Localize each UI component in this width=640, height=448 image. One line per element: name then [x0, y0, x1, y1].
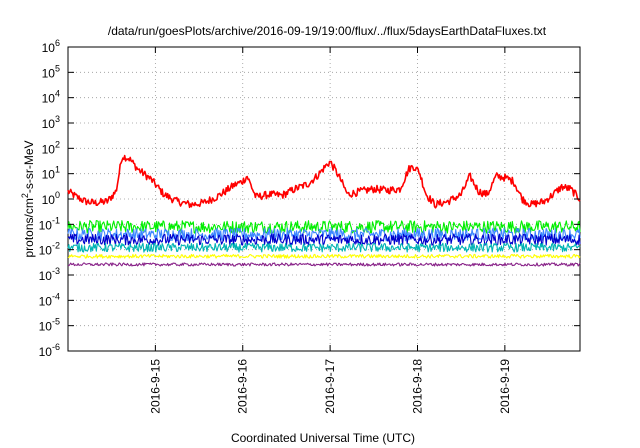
y-tick-label-base: 10 — [42, 66, 56, 80]
y-tick-label-exponent: -1 — [52, 215, 60, 225]
y-tick-label: 101 — [42, 165, 60, 182]
y-axis-label: protons/cm2-s-sr-MeV — [20, 140, 36, 257]
y-tick-label: 10-3 — [39, 266, 60, 283]
y-tick-label-base: 10 — [39, 345, 53, 359]
y-axis-label-base: protons/cm — [22, 198, 36, 257]
x-tick-label: 2016-9-17 — [323, 359, 337, 414]
y-tick-label-exponent: -6 — [52, 342, 60, 352]
series-line-7 — [68, 262, 581, 267]
y-tick-label-base: 10 — [42, 92, 56, 106]
y-tick-label-base: 10 — [39, 294, 53, 308]
y-axis-label-rest: -s-sr-MeV — [22, 140, 36, 193]
grid-lines — [68, 47, 580, 351]
x-axis: 2016-9-15 2016-9-16 2016-9-17 2016-9-18 2016… — [148, 47, 512, 414]
y-tick-label-base: 10 — [42, 193, 56, 207]
series-line-6 — [67, 253, 581, 259]
x-tick-label: 2016-9-19 — [498, 359, 512, 414]
y-tick-label: 10-1 — [39, 215, 60, 232]
series-line-1 — [67, 154, 581, 209]
y-tick-label: 103 — [42, 114, 60, 131]
y-tick-label-exponent: -2 — [52, 241, 60, 251]
y-tick-label: 102 — [42, 139, 60, 156]
y-tick-label-exponent: 2 — [55, 139, 60, 149]
y-tick-label-base: 10 — [39, 269, 53, 283]
y-tick-label-exponent: 3 — [55, 114, 60, 124]
y-tick-label: 106 — [42, 38, 60, 55]
y-tick-label: 105 — [42, 63, 60, 80]
y-tick-label: 10-2 — [39, 241, 60, 258]
y-tick-label: 10-5 — [39, 317, 60, 334]
x-tick-label: 2016-9-16 — [236, 359, 250, 414]
y-tick-label: 10-4 — [39, 291, 60, 308]
y-tick-label-exponent: 1 — [55, 165, 60, 175]
y-tick-label-base: 10 — [39, 320, 53, 334]
y-tick-label-exponent: 0 — [55, 190, 60, 200]
y-tick-label-exponent: 5 — [55, 63, 60, 73]
y-tick-label-exponent: 6 — [55, 38, 60, 48]
series-line-5 — [67, 242, 581, 253]
x-axis-label: Coordinated Universal Time (UTC) — [231, 431, 415, 445]
series-line-2 — [67, 219, 581, 234]
y-tick-label-base: 10 — [39, 218, 53, 232]
y-axis: 10-610-510-410-310-210-11001011021031041… — [39, 38, 580, 359]
y-tick-label-exponent: -5 — [52, 317, 60, 327]
y-tick-label-exponent: -3 — [52, 266, 60, 276]
y-tick-label: 100 — [42, 190, 60, 207]
series-layer — [67, 154, 581, 267]
y-tick-label-exponent: -4 — [52, 291, 60, 301]
x-tick-label: 2016-9-18 — [410, 359, 424, 414]
y-tick-label-base: 10 — [42, 117, 56, 131]
x-tick-label: 2016-9-15 — [148, 359, 162, 414]
y-tick-label-base: 10 — [42, 168, 56, 182]
chart-title: /data/run/goesPlots/archive/2016-09-19/1… — [108, 24, 547, 38]
y-axis-label-sup: 2 — [20, 193, 30, 198]
y-tick-label-base: 10 — [42, 142, 56, 156]
y-tick-label-exponent: 4 — [55, 89, 60, 99]
y-tick-label-base: 10 — [42, 41, 56, 55]
series-line-4 — [67, 233, 581, 246]
y-tick-label-base: 10 — [39, 244, 53, 258]
y-tick-label: 10-6 — [39, 342, 60, 359]
y-tick-label: 104 — [42, 89, 60, 106]
series-line-3 — [67, 227, 581, 242]
